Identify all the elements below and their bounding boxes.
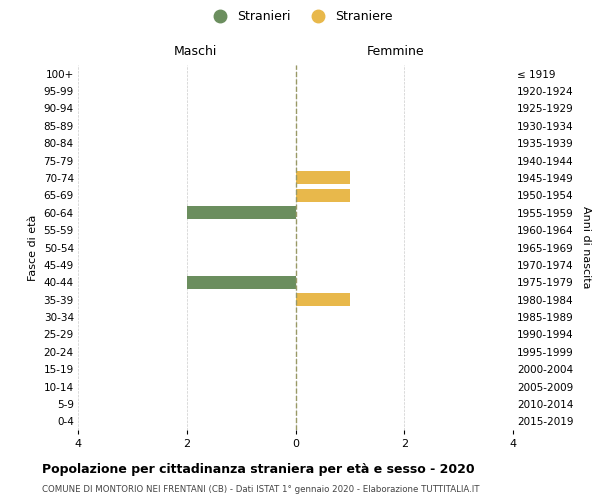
Bar — [296, 293, 350, 306]
Bar — [187, 206, 296, 220]
Y-axis label: Anni di nascita: Anni di nascita — [581, 206, 591, 289]
Bar — [296, 172, 350, 184]
Text: Maschi: Maschi — [174, 44, 217, 58]
Text: Popolazione per cittadinanza straniera per età e sesso - 2020: Popolazione per cittadinanza straniera p… — [42, 462, 475, 475]
Bar — [296, 189, 350, 202]
Text: Femmine: Femmine — [367, 44, 424, 58]
Legend: Stranieri, Straniere: Stranieri, Straniere — [203, 6, 397, 26]
Text: COMUNE DI MONTORIO NEI FRENTANI (CB) - Dati ISTAT 1° gennaio 2020 - Elaborazione: COMUNE DI MONTORIO NEI FRENTANI (CB) - D… — [42, 485, 479, 494]
Bar — [187, 276, 296, 289]
Y-axis label: Fasce di età: Fasce di età — [28, 214, 38, 280]
